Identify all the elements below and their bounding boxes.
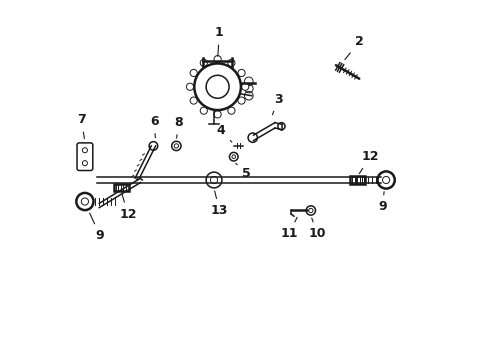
- Circle shape: [214, 111, 221, 118]
- Text: 3: 3: [272, 93, 282, 115]
- Text: 7: 7: [77, 113, 85, 139]
- Circle shape: [186, 83, 193, 90]
- Text: 8: 8: [174, 116, 182, 138]
- Circle shape: [190, 97, 197, 104]
- Circle shape: [238, 69, 244, 77]
- Text: 1: 1: [215, 27, 224, 57]
- Circle shape: [227, 59, 235, 67]
- Text: 12: 12: [359, 150, 378, 174]
- Circle shape: [200, 59, 207, 67]
- Text: 6: 6: [149, 115, 158, 138]
- Circle shape: [241, 83, 248, 90]
- Circle shape: [238, 97, 244, 104]
- Text: 11: 11: [280, 217, 298, 240]
- Circle shape: [227, 107, 235, 114]
- Text: 12: 12: [119, 194, 137, 221]
- Text: 2: 2: [344, 35, 363, 59]
- Text: 9: 9: [89, 213, 104, 242]
- Circle shape: [190, 69, 197, 77]
- Text: 13: 13: [210, 191, 227, 217]
- Text: 4: 4: [216, 124, 231, 142]
- Circle shape: [214, 55, 221, 63]
- Text: 9: 9: [378, 192, 386, 213]
- Text: 5: 5: [235, 163, 250, 180]
- Circle shape: [200, 107, 207, 114]
- Text: 10: 10: [308, 218, 325, 240]
